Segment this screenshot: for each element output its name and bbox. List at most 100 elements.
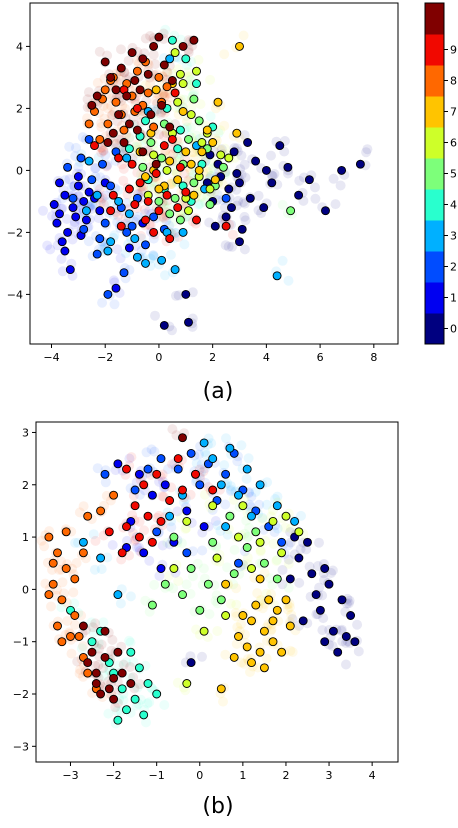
faint-point [173,290,184,301]
faint-point [193,449,204,460]
faint-point [236,619,246,629]
data-point-class-9 [147,537,157,547]
faint-point [231,599,242,610]
faint-point [40,578,51,589]
data-point-class-0 [311,590,321,600]
data-point-class-9 [167,134,177,144]
data-point-class-0 [298,616,308,626]
data-point-class-10 [122,91,132,101]
data-point-class-9 [208,485,218,495]
data-point-class-1 [55,178,64,188]
data-point-class-7 [202,125,212,135]
faint-point [277,565,288,575]
faint-point [107,540,118,550]
faint-point [219,120,230,131]
faint-point [197,651,207,662]
data-point-class-0 [285,574,295,584]
data-point-class-10 [116,63,126,73]
faint-point [191,458,202,469]
data-point-class-8 [83,668,93,678]
data-point-class-0 [337,165,347,175]
data-point-class-3 [113,590,123,600]
data-point-class-5 [203,579,213,589]
data-point-class-6 [182,679,192,688]
data-point-class-1 [55,209,64,219]
data-point-class-8 [61,564,71,573]
faint-point [102,552,113,563]
data-point-class-8 [70,574,80,584]
faint-point [250,486,261,497]
faint-point [172,677,183,688]
data-point-class-7 [181,147,191,157]
faint-point [353,646,364,657]
faint-point [125,637,136,648]
data-point-class-2 [149,212,159,222]
data-point-class-0 [328,626,338,636]
faint-point [205,111,216,122]
data-point-class-9 [175,162,185,172]
highlighted-points [49,32,365,330]
faint-point [287,614,298,624]
faint-point [199,489,210,500]
faint-point [122,535,132,546]
data-point-class-6 [149,150,159,160]
data-point-class-6 [238,501,248,511]
data-point-class-4 [175,125,185,135]
data-point-class-8 [61,527,71,537]
data-point-class-8 [154,72,164,82]
data-point-class-10 [119,138,129,147]
data-point-class-0 [350,637,360,647]
data-point-class-1 [71,212,81,222]
x-tick-label: 0 [155,351,162,364]
data-point-class-6 [178,79,188,89]
data-point-class-8 [83,511,93,521]
faint-point [162,67,173,78]
faint-point [233,195,244,206]
data-point-class-1 [63,227,73,237]
faint-point [71,558,82,568]
faint-point [98,146,109,156]
data-point-class-7 [235,41,244,51]
data-point-class-10 [100,626,110,636]
data-point-class-0 [235,178,244,188]
faint-point [83,87,94,98]
faint-point [239,130,250,141]
faint-point [134,516,145,527]
faint-point [296,510,306,521]
data-point-class-8 [57,637,67,647]
data-point-class-10 [87,100,97,110]
data-point-class-3 [81,206,91,216]
data-point-class-4 [124,144,134,154]
data-point-class-8 [119,125,129,135]
y-tick-label: 4 [16,40,23,53]
faint-point [145,79,156,89]
faint-point [202,166,213,177]
data-point-class-0 [184,317,193,327]
x-tick-label: 8 [370,351,377,364]
data-point-class-9 [132,103,142,113]
data-point-class-10 [149,41,159,51]
data-point-class-8 [57,595,67,605]
data-point-class-10 [165,122,175,132]
faint-point [148,250,159,261]
data-point-class-4 [143,679,153,688]
data-point-class-3 [130,234,140,244]
data-point-class-5 [259,558,269,568]
data-point-class-9 [173,454,183,464]
data-point-class-3 [92,190,102,200]
data-point-class-5 [165,209,175,219]
faint-point [116,554,127,565]
data-point-class-5 [154,196,164,206]
data-point-class-5 [229,569,239,579]
faint-point [88,529,99,540]
faint-point [182,67,193,78]
data-point-class-2 [76,153,86,163]
faint-point [90,535,101,546]
faint-point [101,490,112,501]
data-point-class-9 [159,141,169,151]
faint-point [160,24,171,35]
faint-point [231,583,242,594]
data-point-class-9 [141,215,150,225]
colorbar-segment [425,3,444,35]
data-point-class-5 [170,193,180,203]
